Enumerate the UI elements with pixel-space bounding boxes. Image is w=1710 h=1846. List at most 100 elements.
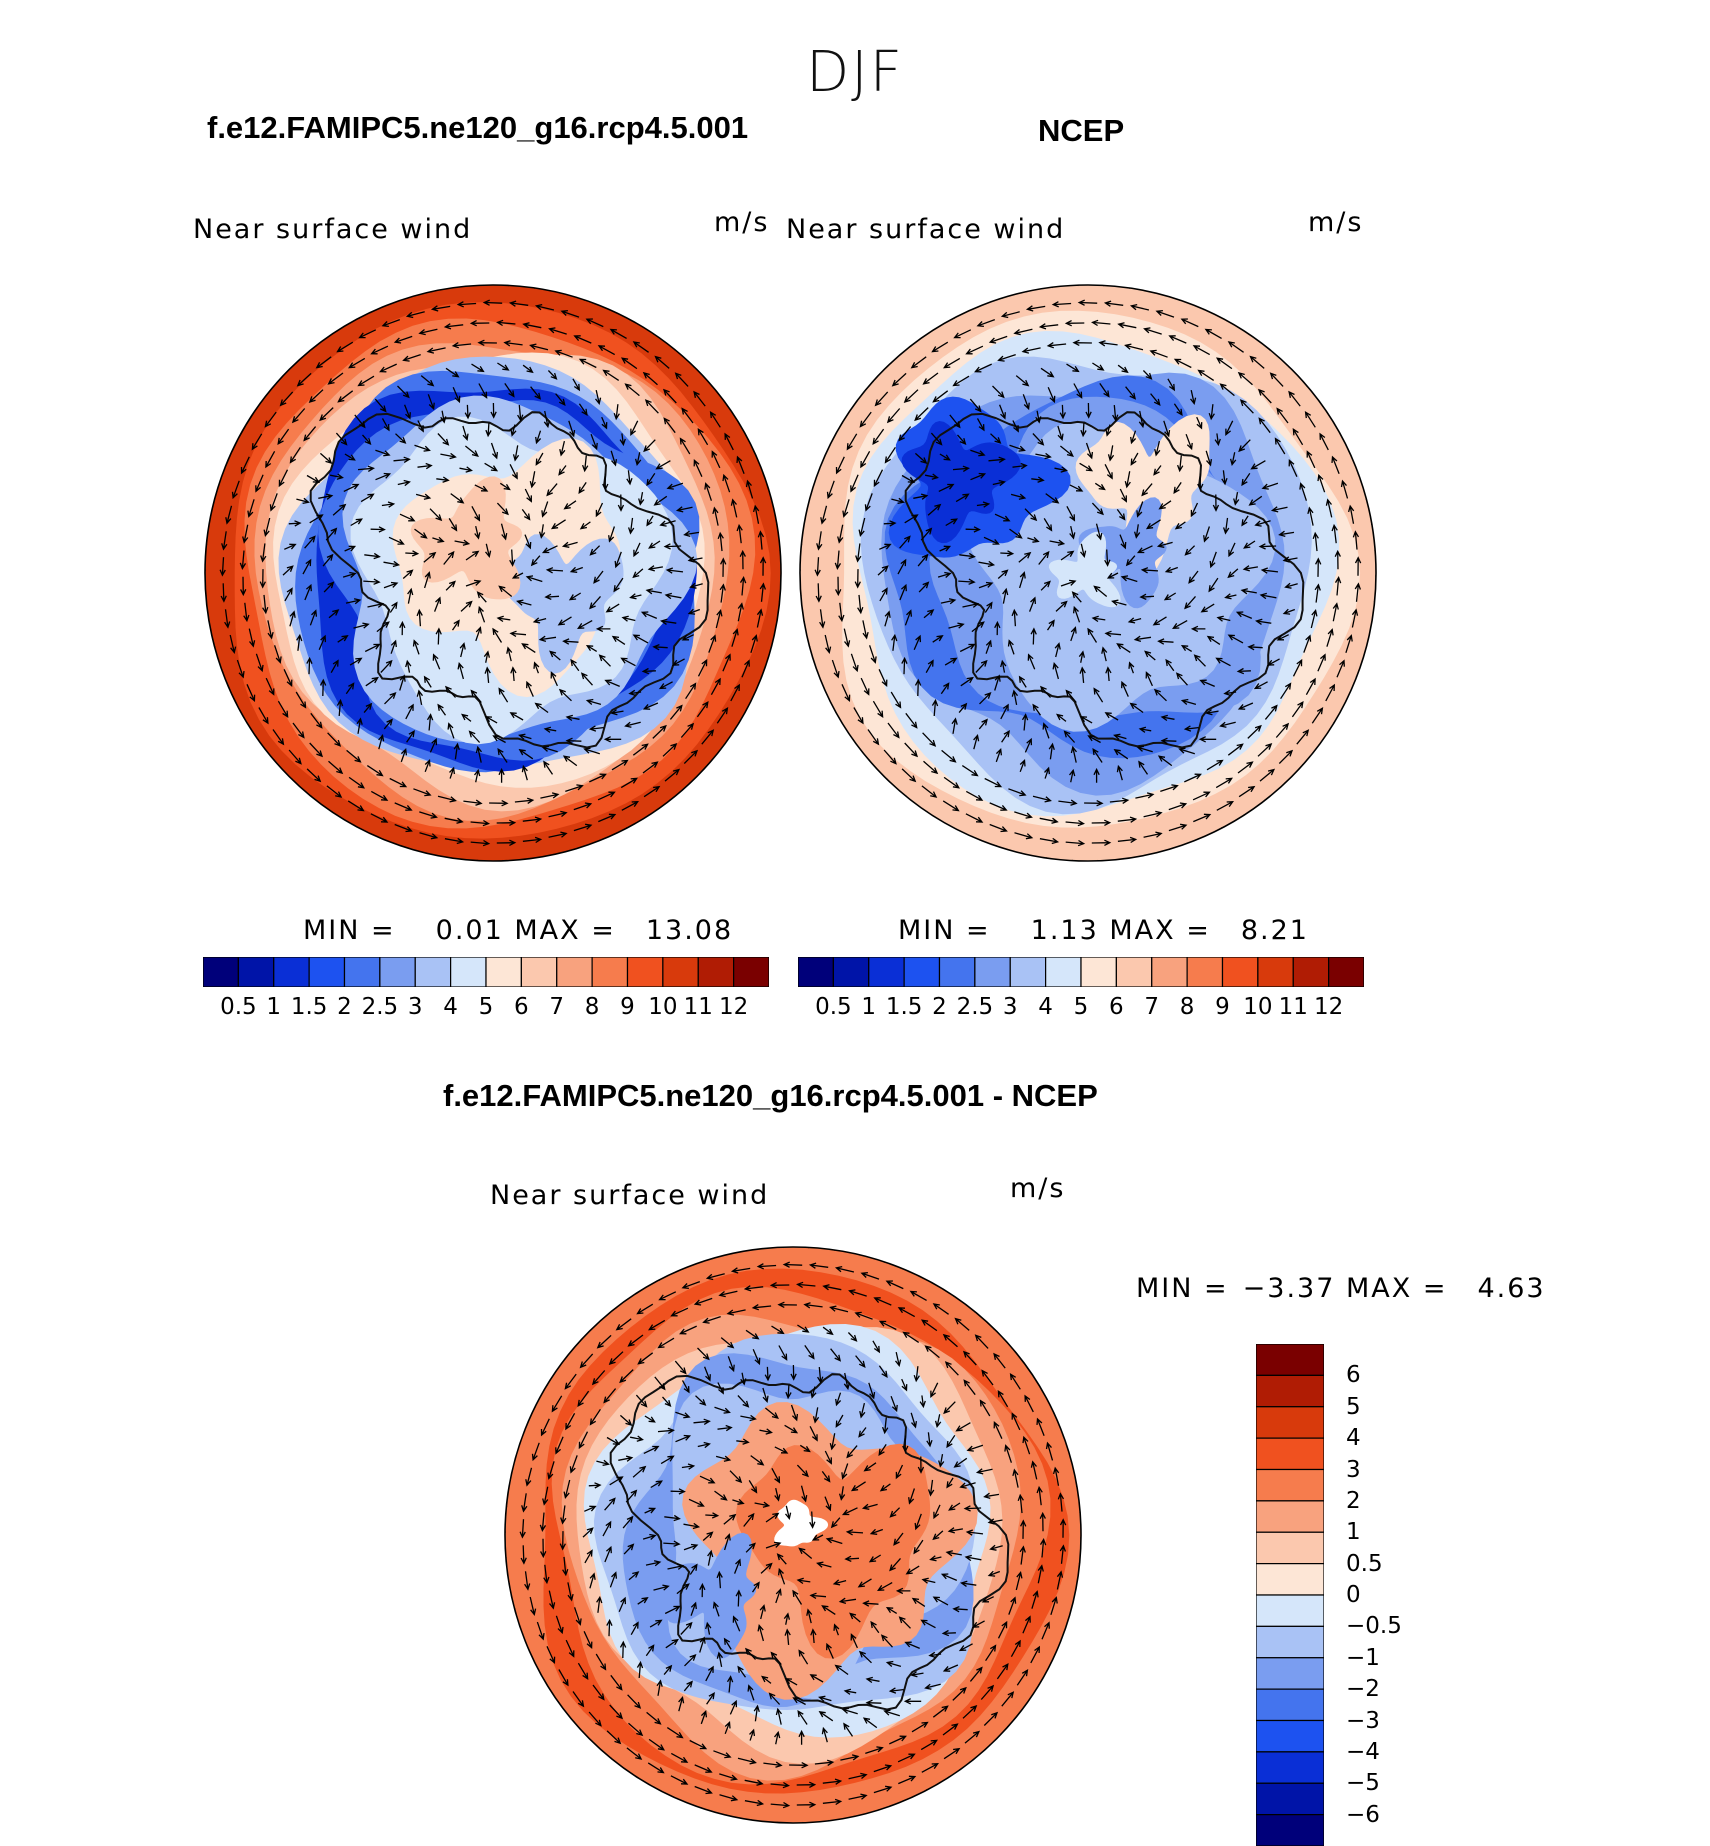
obs-wind-vector — [1288, 459, 1298, 477]
obs-wind-vector — [819, 609, 826, 629]
model-wind-vector — [452, 386, 461, 404]
diff-wind-vector — [946, 1434, 956, 1449]
obs-wind-vector — [1022, 394, 1030, 411]
obs-wind-vector — [1282, 556, 1298, 563]
obs-wind-vector — [1127, 617, 1142, 624]
diff-wind-vector — [862, 1600, 879, 1607]
diff-wind-vector — [714, 1490, 728, 1501]
model-wind-vector — [697, 658, 708, 677]
obs-wind-vector — [973, 733, 980, 750]
diff-wind-vector — [752, 1348, 761, 1366]
model-wind-vector — [426, 347, 446, 354]
obs-wind-vector — [1145, 519, 1161, 530]
model-wind-vector — [589, 595, 601, 610]
model-wind-vector — [302, 558, 312, 575]
obs-wind-vector — [1184, 595, 1196, 610]
diff-wind-vector — [569, 1455, 578, 1474]
obs-colorbar-swatch — [1009, 957, 1047, 987]
model-colorbar-tick: 2 — [337, 994, 352, 1020]
diff-wind-vector — [615, 1318, 632, 1331]
obs-wind-vector — [1079, 666, 1086, 683]
model-colorbar-tick: 3 — [407, 994, 423, 1020]
obs-colorbar-swatch — [1221, 957, 1259, 987]
model-wind-vector — [416, 689, 424, 706]
model-colorbar-swatch — [273, 957, 310, 987]
diff-wind-vector — [629, 1435, 644, 1442]
obs-wind-vector — [948, 622, 965, 629]
model-wind-vector — [304, 535, 316, 549]
diff-wind-vector — [785, 1385, 792, 1400]
diff-wind-vector — [609, 1476, 624, 1486]
obs-wind-vector — [1193, 654, 1206, 667]
diff-wind-vector — [979, 1399, 991, 1417]
obs-wind-vector — [1039, 817, 1059, 824]
model-wind-vector — [630, 420, 639, 436]
model-variable-label: Near surface wind — [193, 214, 473, 245]
obs-wind-vector — [1197, 369, 1215, 381]
model-wind-vector — [497, 747, 508, 763]
diff-wind-vector — [880, 1634, 893, 1648]
diff-wind-vector — [699, 1582, 706, 1598]
diff-wind-vector — [745, 1542, 756, 1553]
model-wind-vector — [525, 575, 543, 583]
obs-wind-vector — [1248, 495, 1263, 506]
obs-wind-vector — [932, 634, 944, 643]
obs-wind-vector — [1227, 634, 1244, 644]
diff-wind-vector — [565, 1639, 575, 1658]
model-wind-vector — [345, 598, 362, 605]
model-wind-vector — [282, 565, 294, 576]
model-wind-vector — [496, 319, 516, 327]
model-wind-vector — [634, 452, 642, 467]
model-wind-vector — [570, 658, 580, 672]
obs-wind-vector — [1021, 347, 1041, 354]
obs-colorbar-tick: 1 — [861, 994, 877, 1020]
diff-wind-vector — [895, 1464, 904, 1480]
model-wind-vector — [759, 556, 767, 576]
model-wind-vector — [474, 525, 481, 540]
obs-wind-vector — [942, 800, 960, 812]
diff-wind-vector — [1050, 1596, 1058, 1615]
diff-wind-vector — [966, 1444, 984, 1452]
model-wind-vector — [399, 513, 416, 522]
model-wind-vector — [462, 425, 469, 442]
model-wind-vector — [573, 823, 593, 832]
model-wind-vector — [364, 552, 381, 560]
model-wind-vector — [383, 718, 393, 730]
diff-wind-vector — [519, 1519, 526, 1539]
diff-wind-vector — [531, 1442, 540, 1462]
diff-wind-vector — [987, 1570, 1001, 1577]
obs-wind-vector — [891, 372, 907, 387]
diff-wind-vector — [834, 1265, 855, 1273]
obs-wind-vector — [1325, 498, 1333, 518]
model-colorbar-tick: 8 — [584, 994, 600, 1020]
diff-wind-vector — [680, 1621, 693, 1635]
obs-wind-vector — [1136, 545, 1153, 554]
model-wind-vector — [336, 698, 344, 717]
diff-wind-vector — [567, 1582, 574, 1602]
diff-wind-vector — [763, 1761, 783, 1768]
diff-wind-vector — [573, 1607, 582, 1626]
obs-wind-vector — [1116, 643, 1131, 653]
model-wind-vector — [255, 474, 264, 493]
diff-wind-vector — [893, 1532, 904, 1546]
model-wind-vector — [432, 653, 441, 670]
model-wind-vector — [604, 679, 620, 687]
diff-wind-vector — [759, 1428, 773, 1435]
obs-wind-vector — [1001, 729, 1010, 743]
model-colorbar-swatch — [485, 957, 522, 987]
obs-wind-vector — [1288, 390, 1301, 407]
diff-wind-vector — [861, 1503, 878, 1510]
obs-wind-vector — [989, 802, 1008, 811]
diff-wind-vector — [942, 1333, 958, 1348]
model-contour-band — [410, 476, 523, 600]
model-wind-vector — [609, 328, 627, 339]
model-wind-vector — [580, 672, 593, 686]
model-polar-map — [204, 284, 782, 862]
obs-wind-vector — [922, 372, 939, 385]
obs-wind-vector — [965, 813, 984, 823]
model-wind-vector — [719, 583, 726, 603]
obs-wind-vector — [1258, 543, 1277, 550]
model-wind-vector — [402, 569, 414, 579]
diff-wind-vector — [870, 1620, 880, 1634]
diff-wind-vector — [865, 1746, 884, 1755]
